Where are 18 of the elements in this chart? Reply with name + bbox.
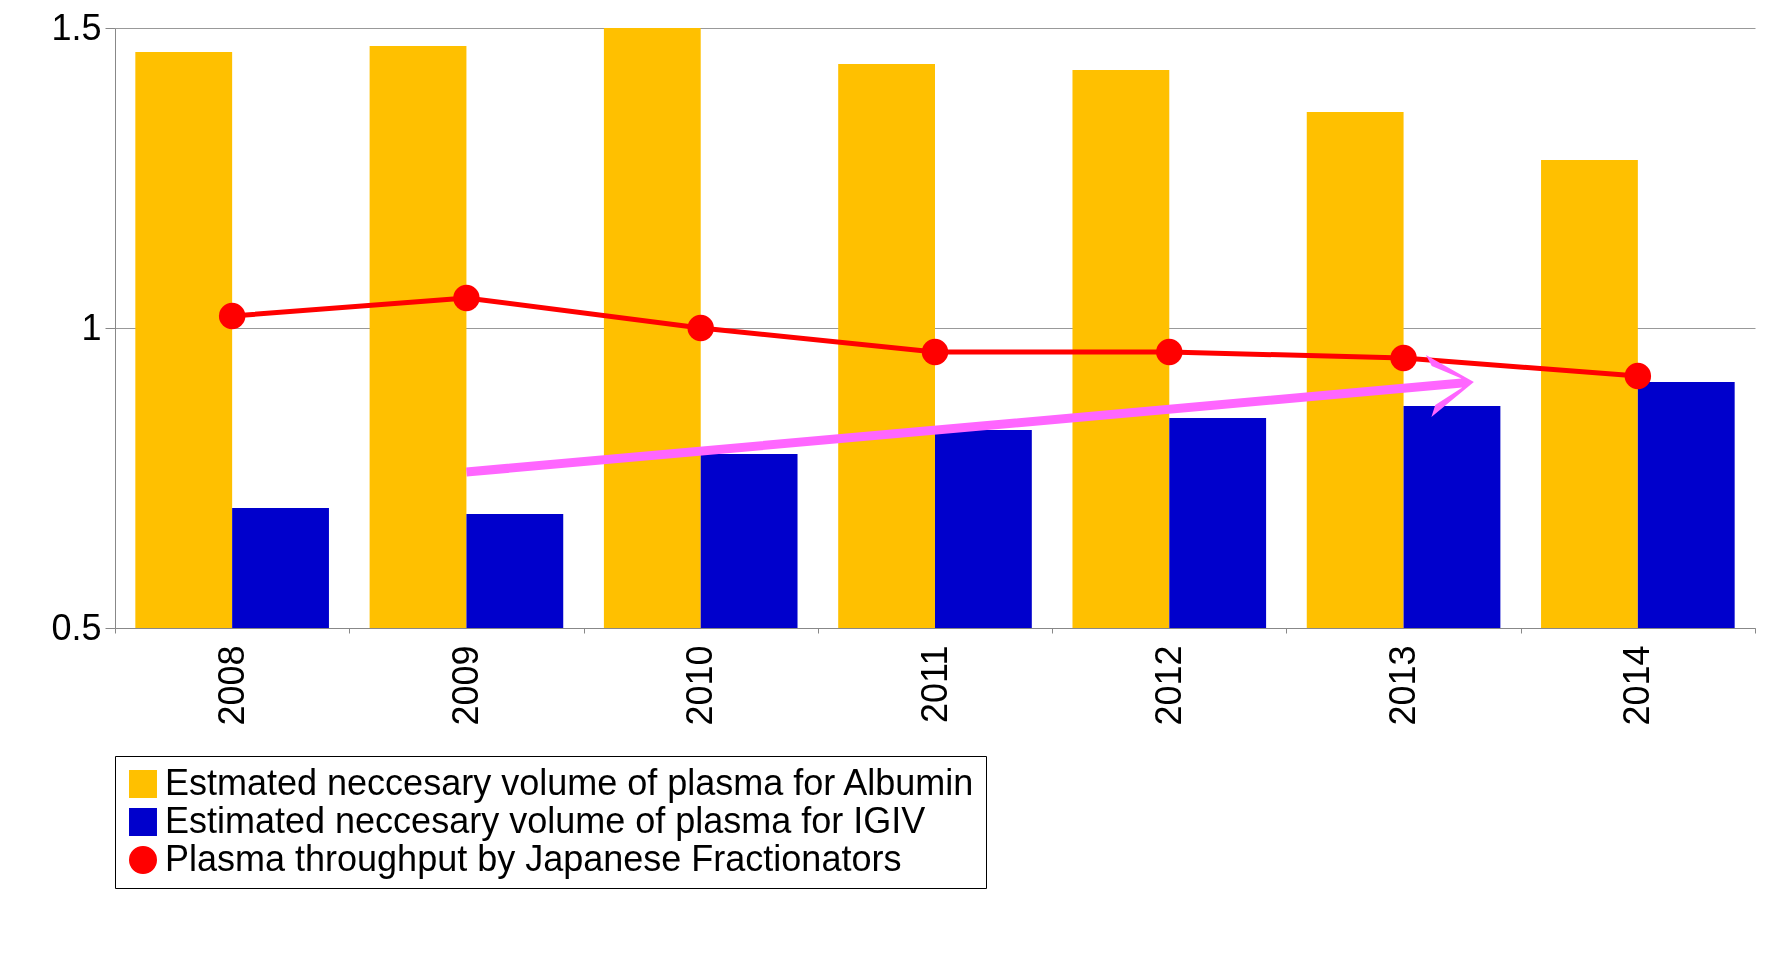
point [1390,344,1417,372]
point [218,302,246,330]
x-tick-label: 2009 [444,645,486,726]
legend-label: Estmated neccesary volume of plasma for Albumin [165,762,974,803]
x-tick-label: 2014 [1616,645,1658,726]
x-tick-label: 2010 [679,645,721,726]
y-tick-label: 1.5 [51,6,102,48]
x-tick-label: 2008 [210,645,252,726]
point [1624,362,1652,390]
x-tick-label: 2011 [913,645,955,723]
x-tick-label: 2012 [1147,645,1189,726]
point [453,284,480,312]
point [1156,338,1183,366]
point [921,338,949,366]
point [687,314,714,342]
y-tick-label: 0.5 [51,606,102,648]
y-tick-label: 1 [81,306,102,348]
x-tick-label: 2013 [1382,645,1424,726]
